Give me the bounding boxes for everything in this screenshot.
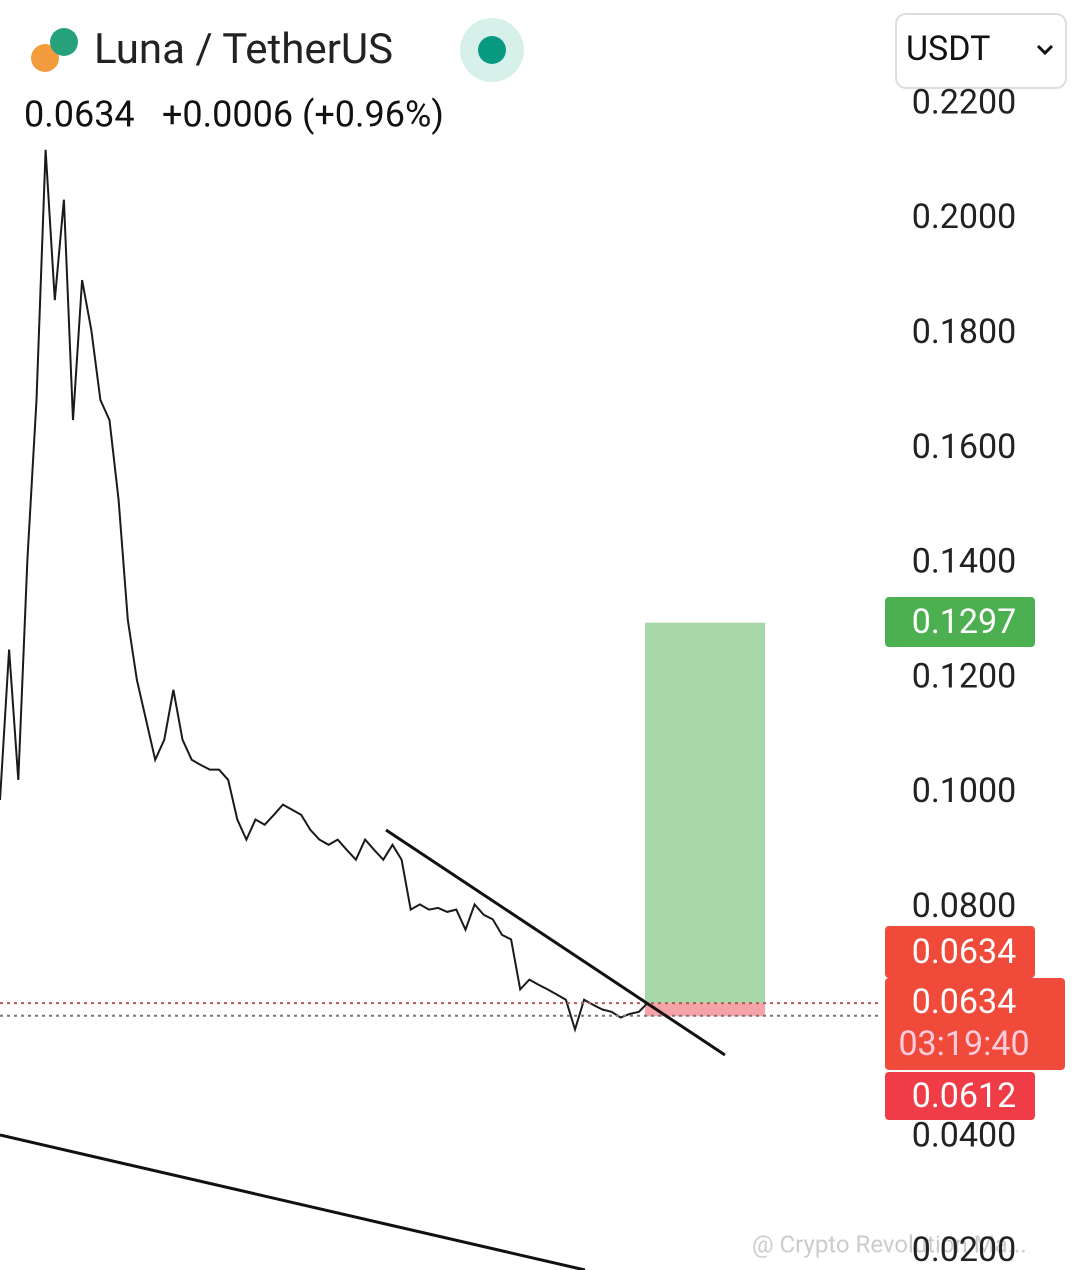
y-tick-label: 0.2000 <box>912 197 1017 237</box>
symbol: Luna / TetherUS <box>94 25 393 74</box>
y-tick-label: 0.1200 <box>912 656 1017 696</box>
y-tick-label: 0.1600 <box>912 427 1017 467</box>
last-price: 0.0634 <box>24 94 135 136</box>
y-tick-label: 0.0800 <box>912 886 1017 926</box>
y-tick-label: 0.1400 <box>912 542 1017 582</box>
price-badge-label: 0.1297 <box>912 602 1017 642</box>
y-tick-label: 0.1800 <box>912 312 1017 352</box>
price-badge-label: 0.0634 <box>912 982 1017 1022</box>
price-badge-label: 0.0612 <box>912 1076 1017 1116</box>
price-badge <box>885 926 1035 978</box>
price-badge <box>885 597 1035 647</box>
y-tick-label: 0.2200 <box>912 82 1017 122</box>
y-tick-label: 0.0200 <box>912 1230 1017 1270</box>
price-line <box>0 149 649 1033</box>
price-badge <box>885 978 1065 1070</box>
change: +0.0006 (+0.96%) <box>162 94 444 136</box>
tether-icon <box>50 28 78 56</box>
price-badge <box>885 1072 1035 1120</box>
stop-zone <box>645 1003 765 1017</box>
price-badge-label: 0.0634 <box>912 932 1017 972</box>
trend-line <box>0 1133 586 1270</box>
target-zone <box>645 622 765 1004</box>
trend-line <box>385 828 726 1057</box>
chevron <box>1036 44 1054 56</box>
status-dot <box>478 36 506 64</box>
y-tick-label: 0.0400 <box>912 1115 1017 1155</box>
currency-select[interactable] <box>895 13 1067 89</box>
y-tick-label: 0.1000 <box>912 771 1017 811</box>
countdown: 03:19:40 <box>898 1024 1029 1064</box>
watermark: @ Crypto Revolution Ma... <box>752 1230 1027 1258</box>
coin-icon <box>31 44 59 72</box>
currency: USDT <box>906 29 990 69</box>
